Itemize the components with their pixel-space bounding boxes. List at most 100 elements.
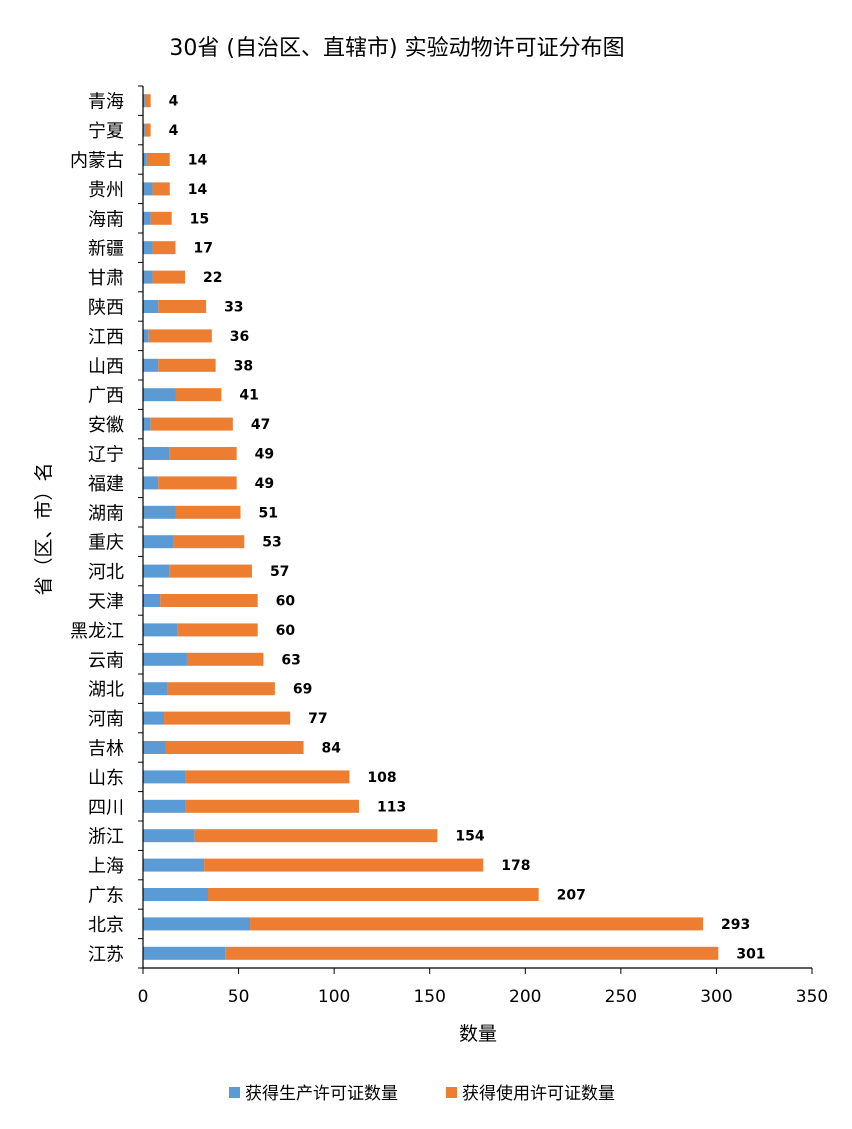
- category-label: 安徽: [88, 415, 124, 436]
- bar-segment-production: [143, 535, 174, 549]
- category-label: 湖南: [88, 503, 124, 524]
- category-label: 四川: [88, 797, 124, 818]
- x-tick-label: 350: [796, 987, 828, 1007]
- x-tick-label: 250: [605, 987, 637, 1007]
- bar-segment-production: [143, 505, 176, 519]
- category-label: 内蒙古: [70, 151, 124, 172]
- bar-segment-use: [152, 270, 186, 284]
- bar-segment-use: [186, 652, 264, 666]
- bar-segment-production: [143, 888, 208, 901]
- plot-area: 青海 4 宁夏 4 内蒙古 14 贵州 14 海南 15 新疆 17 甘肃 22 陕西 33 江西 36 山西 38 广…: [70, 85, 828, 1007]
- category-label: 江苏: [88, 944, 124, 965]
- data-label: 301: [736, 946, 765, 962]
- bar-segment-production: [143, 211, 151, 225]
- data-label: 14: [188, 182, 208, 198]
- category-label: 新疆: [88, 239, 124, 260]
- bar-segment-production: [143, 564, 170, 578]
- bar-segment-use: [185, 799, 359, 813]
- category-label: 重庆: [88, 533, 124, 554]
- data-label: 51: [258, 505, 277, 521]
- x-axis-title: 数量: [459, 1023, 497, 1045]
- category-label: 湖北: [88, 680, 124, 701]
- bar-segment-production: [143, 594, 161, 607]
- bar-segment-use: [167, 682, 275, 696]
- x-tick-label: 150: [413, 987, 445, 1007]
- bar-segment-use: [144, 94, 151, 108]
- bar-segment-use: [144, 123, 151, 137]
- x-tick-label: 0: [138, 987, 149, 1007]
- category-label: 广西: [88, 386, 124, 407]
- data-label: 47: [251, 417, 270, 433]
- bar-segment-use: [158, 300, 207, 313]
- bar-segment-production: [143, 417, 151, 431]
- category-label: 云南: [88, 650, 124, 671]
- bar-segment-use: [194, 829, 438, 843]
- bar-segment-use: [177, 623, 258, 637]
- data-label: 60: [276, 623, 296, 639]
- x-tick-label: 100: [318, 987, 350, 1007]
- bar-segment-production: [143, 300, 159, 313]
- bar-segment-use: [207, 888, 539, 901]
- bar-segment-use: [148, 329, 212, 343]
- data-label: 41: [239, 388, 258, 404]
- category-label: 山西: [88, 356, 124, 377]
- category-label: 天津: [88, 592, 124, 613]
- category-label: 黑龙江: [70, 621, 124, 642]
- category-label: 海南: [88, 209, 124, 230]
- bar-segment-production: [143, 829, 195, 843]
- bar-segment-use: [250, 917, 704, 931]
- category-label: 贵州: [88, 180, 124, 201]
- legend: 获得生产许可证数量 获得使用许可证数量: [229, 1083, 615, 1104]
- chart-title: 30省 (自治区、直辖市) 实验动物许可证分布图: [169, 36, 624, 61]
- data-label: 4: [169, 123, 179, 139]
- data-label: 14: [188, 153, 208, 169]
- bar-segment-use: [165, 741, 304, 754]
- bar-segment-use: [150, 417, 233, 431]
- category-label: 广东: [88, 886, 124, 907]
- data-label: 4: [169, 94, 179, 110]
- bar-segment-use: [152, 241, 176, 255]
- bar-segment-use: [185, 770, 350, 784]
- bar-segment-production: [143, 123, 145, 137]
- bar-segment-production: [143, 652, 187, 666]
- bar-segment-production: [143, 358, 159, 372]
- bar-segment-use: [169, 564, 252, 578]
- data-label: 63: [281, 652, 300, 668]
- legend-swatch-production: [229, 1087, 240, 1098]
- bar-segment-use: [146, 153, 170, 166]
- data-label: 49: [255, 447, 274, 463]
- data-label: 53: [262, 535, 281, 551]
- bar-segment-use: [164, 711, 291, 725]
- bar-segment-production: [143, 447, 170, 460]
- bar-segment-production: [143, 741, 166, 754]
- legend-swatch-use: [446, 1087, 457, 1098]
- bar-segment-production: [143, 858, 205, 872]
- legend-label: 获得使用许可证数量: [462, 1083, 615, 1104]
- bar-segment-production: [143, 153, 147, 166]
- data-label: 154: [455, 829, 484, 845]
- data-label: 49: [255, 476, 274, 492]
- category-label: 河北: [88, 562, 124, 583]
- data-label: 36: [230, 329, 249, 345]
- data-label: 15: [190, 211, 209, 227]
- bar-segment-production: [143, 270, 153, 284]
- x-tick-label: 200: [509, 987, 541, 1007]
- x-tick-label: 50: [228, 987, 250, 1007]
- bar-segment-use: [152, 182, 170, 196]
- category-label: 上海: [88, 856, 124, 877]
- category-label: 吉林: [88, 739, 124, 760]
- bar-segment-use: [160, 594, 258, 607]
- category-label: 浙江: [88, 827, 124, 848]
- data-label: 84: [322, 741, 342, 757]
- y-axis-title: 省（区、市）名: [33, 462, 55, 595]
- bar-segment-use: [204, 858, 484, 872]
- data-label: 69: [293, 682, 312, 698]
- data-label: 293: [721, 917, 750, 933]
- bar-segment-production: [143, 917, 251, 931]
- bar-segment-use: [173, 535, 245, 549]
- category-label: 甘肃: [88, 268, 124, 289]
- category-label: 宁夏: [88, 121, 124, 142]
- bar-segment-production: [143, 946, 226, 960]
